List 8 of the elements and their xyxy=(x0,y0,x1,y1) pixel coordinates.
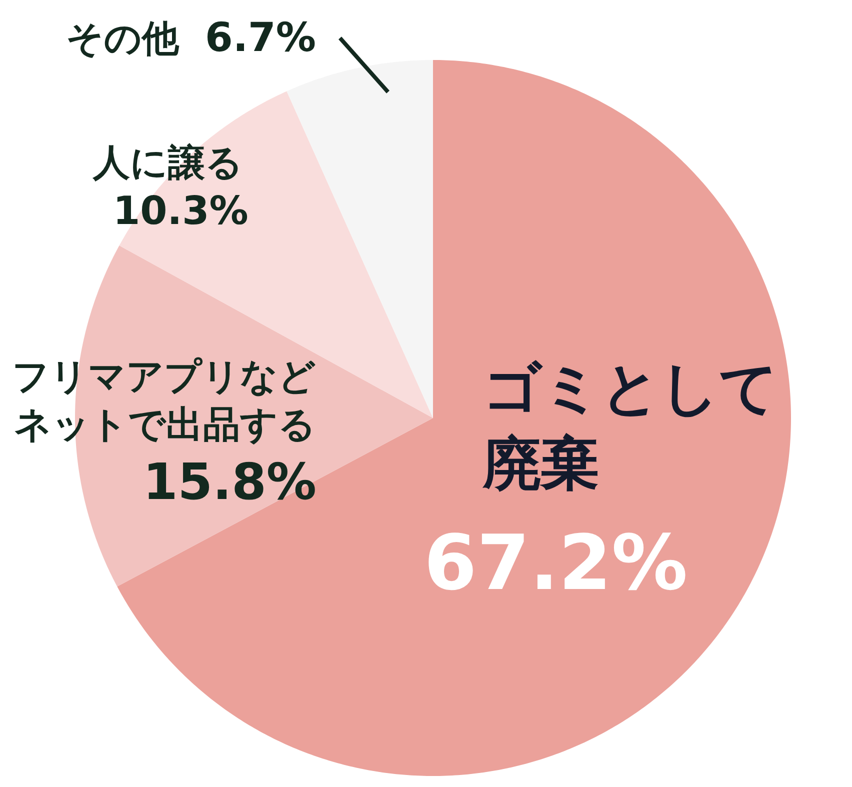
data-label: 67.2% xyxy=(424,518,688,607)
data-label: 15.8% xyxy=(143,453,316,511)
slice-label: フリマアプリなどネットで出品する xyxy=(12,355,316,446)
slice-label: ゴミとして廃棄 xyxy=(482,354,778,498)
data-label: 6.7% xyxy=(205,15,316,61)
data-label: 10.3% xyxy=(113,189,248,234)
slice-label: 人に譲る xyxy=(92,141,243,184)
slice-label: その他 xyxy=(66,17,180,60)
